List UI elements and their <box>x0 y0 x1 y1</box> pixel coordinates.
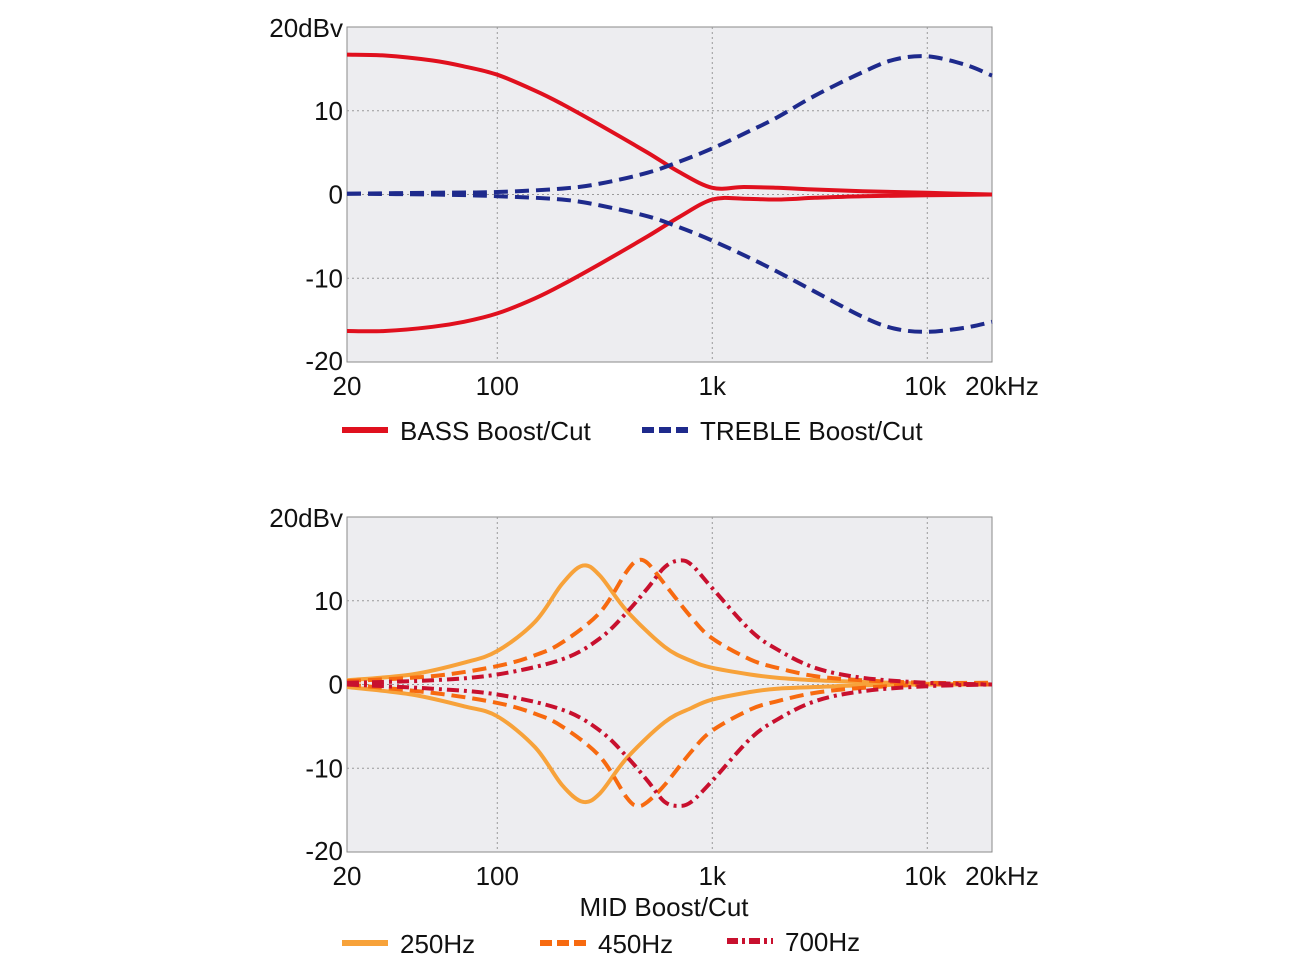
series-layer <box>346 52 993 334</box>
series-line-bass-boost-cut-cut <box>346 192 993 334</box>
x-axis-title: MID Boost/Cut <box>579 892 749 922</box>
y-tick-label: 0 <box>329 670 343 700</box>
x-tick-label: 20 <box>333 371 362 401</box>
y-tick-label: 20dBv <box>269 503 343 533</box>
y-tick-label: -10 <box>305 753 343 783</box>
legend-label-bass: BASS Boost/Cut <box>400 416 592 446</box>
x-tick-label: 100 <box>476 861 519 891</box>
legend-label-700hz: 700Hz <box>785 927 860 957</box>
series-line-450hz-cut <box>346 682 993 809</box>
x-tick-label: 1k <box>699 861 727 891</box>
x-tick-label: 1k <box>699 371 727 401</box>
mid-chart: 20dBv 10 0 -10 -20 20 100 1k 10k 20kHz M… <box>269 503 1039 959</box>
series-line-700hz <box>346 558 993 687</box>
y-tick-label: -10 <box>305 263 343 293</box>
series-line-treble-boost-cut-cut <box>346 191 993 334</box>
series-line-bass-boost-cut <box>346 52 993 197</box>
legend: 250Hz 450Hz 700Hz <box>342 927 860 959</box>
series-layer <box>346 557 993 809</box>
y-tick-label: 10 <box>314 586 343 616</box>
legend-label-250hz: 250Hz <box>400 929 475 959</box>
gridlines <box>347 517 992 852</box>
x-tick-label: 20 <box>333 861 362 891</box>
legend-label-450hz: 450Hz <box>598 929 673 959</box>
x-tick-label: 10k <box>904 861 947 891</box>
x-tick-label: 20kHz <box>965 371 1039 401</box>
series-line-450hz <box>346 557 993 685</box>
gridlines <box>347 27 992 362</box>
series-line-250hz-cut <box>346 682 993 805</box>
x-tick-label: 20kHz <box>965 861 1039 891</box>
y-tick-label: 20dBv <box>269 13 343 43</box>
series-line-250hz <box>346 563 993 687</box>
y-tick-label: -20 <box>305 346 343 376</box>
y-tick-label: -20 <box>305 836 343 866</box>
y-tick-label: 0 <box>329 180 343 210</box>
legend: BASS Boost/Cut TREBLE Boost/Cut <box>342 416 923 446</box>
x-tick-label: 100 <box>476 371 519 401</box>
series-line-700hz-cut <box>346 682 993 808</box>
y-tick-label: 10 <box>314 96 343 126</box>
x-tick-label: 10k <box>904 371 947 401</box>
legend-label-treble: TREBLE Boost/Cut <box>700 416 923 446</box>
series-line-treble-boost-cut <box>346 54 993 196</box>
bass-treble-chart: 20dBv 10 0 -10 -20 20 100 1k 10k 20kHz B… <box>269 13 1039 446</box>
